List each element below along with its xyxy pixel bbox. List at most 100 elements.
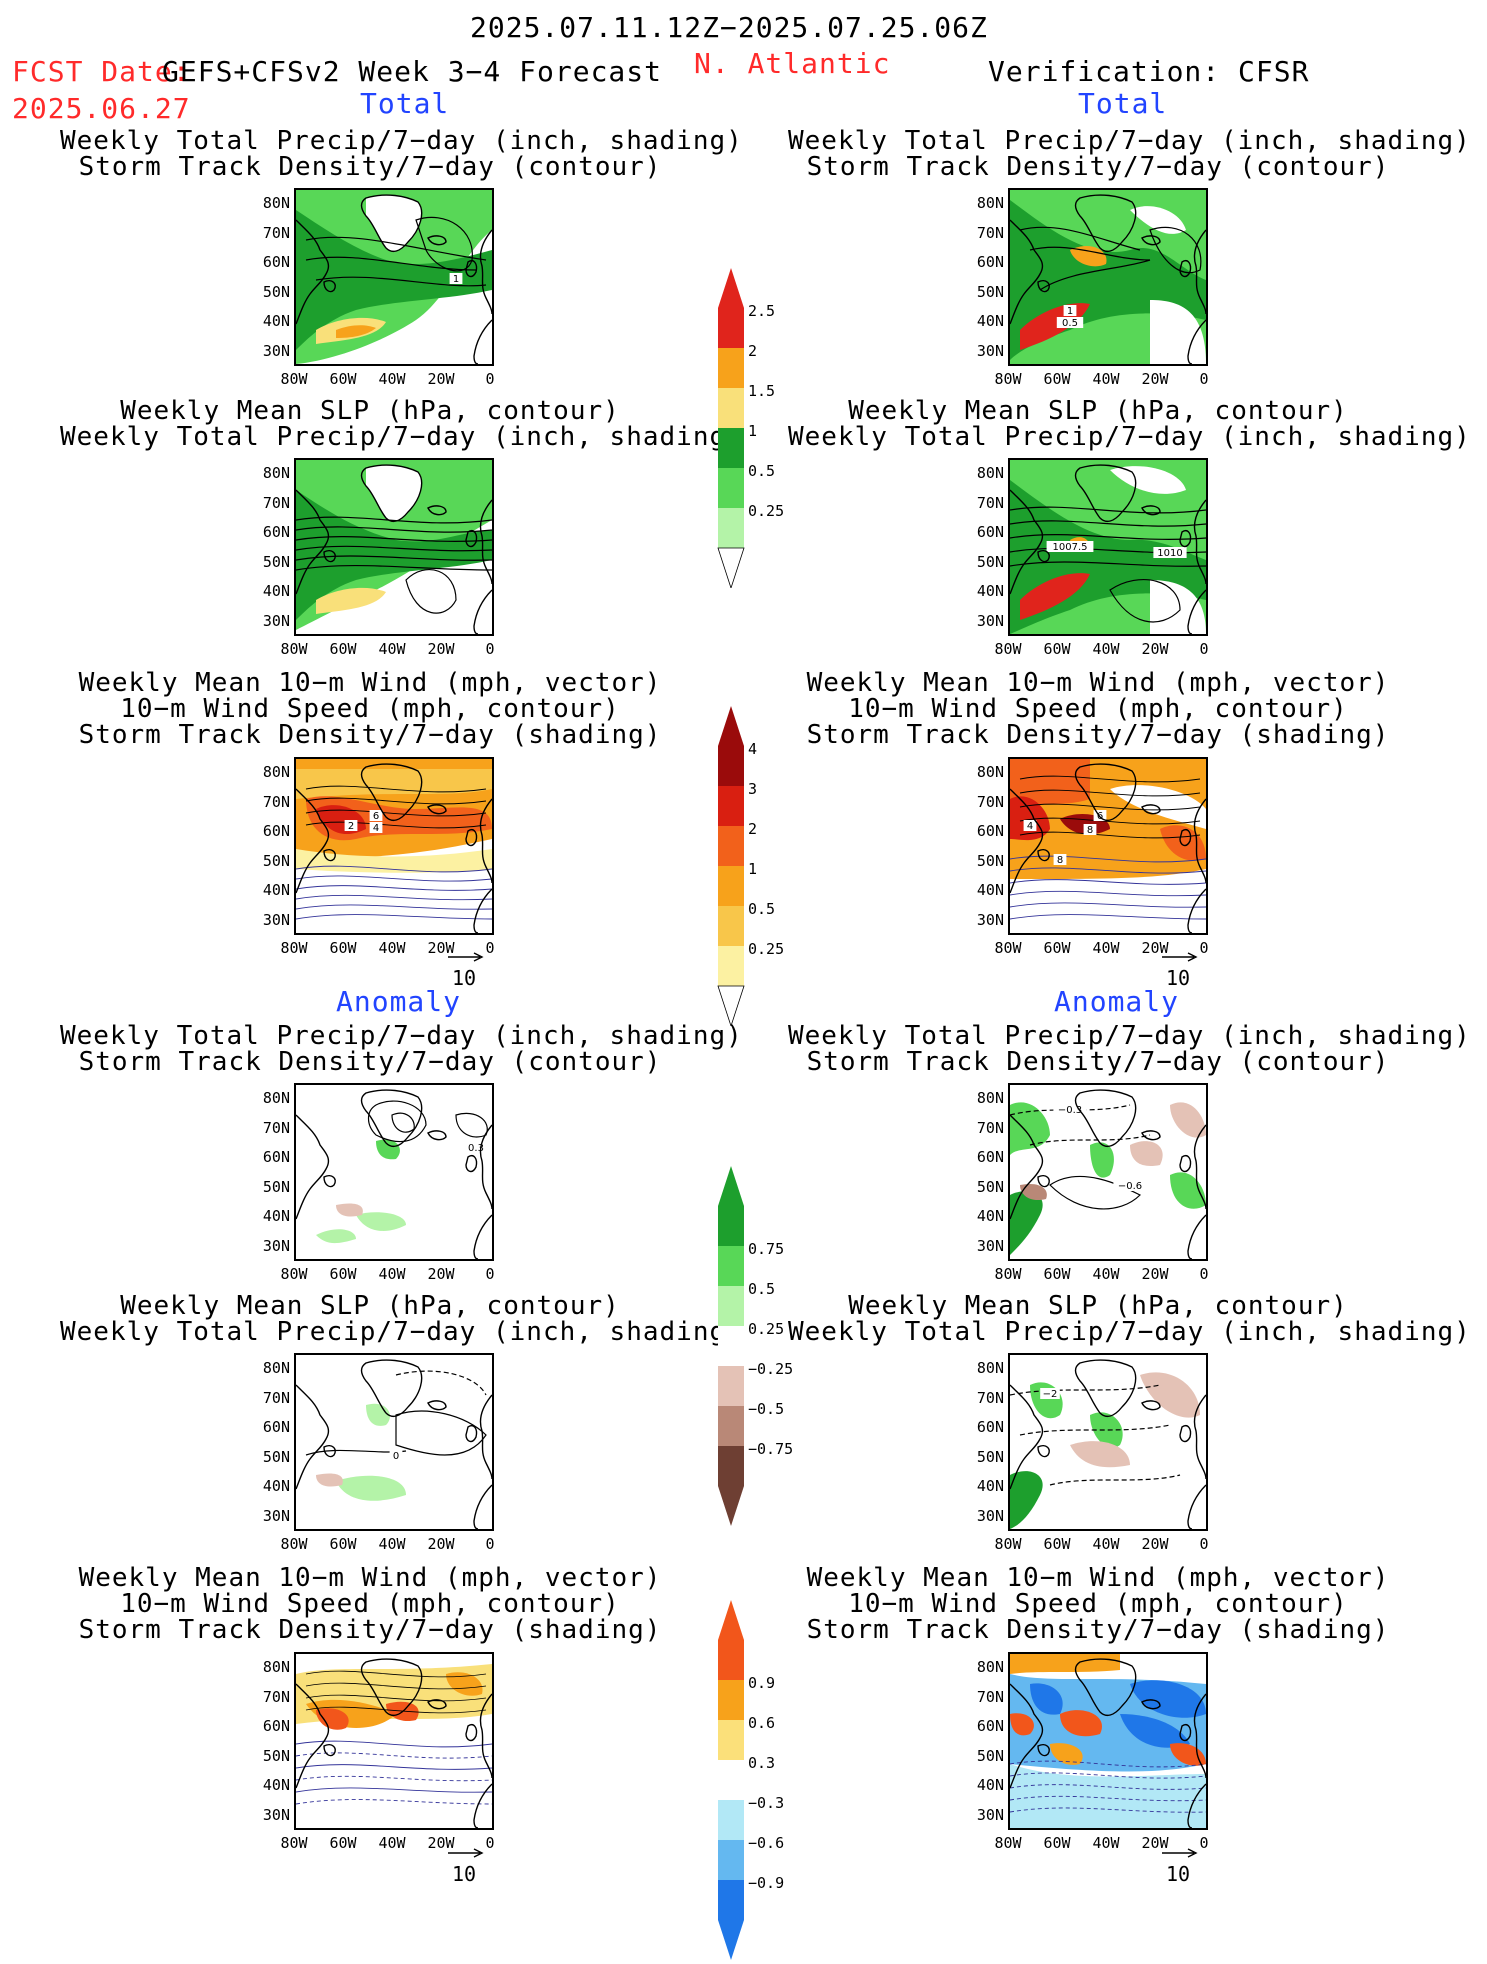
ver-slp-precip-total-lat-tick: 80N bbox=[976, 464, 1004, 482]
coastline bbox=[296, 1359, 492, 1529]
uk-outline bbox=[1179, 1425, 1192, 1443]
fc-slp-precip-anom-lon-tick: 60W bbox=[329, 1535, 357, 1553]
colorbar-precip-anom-segment bbox=[718, 1406, 744, 1446]
colorbar-storm-anom-label: 0.6 bbox=[748, 1714, 776, 1732]
iceland-outline bbox=[427, 1699, 447, 1710]
africa-coast bbox=[1187, 888, 1206, 933]
europe-coast bbox=[1193, 229, 1206, 315]
colorbar-precip-anom-segment bbox=[718, 1366, 744, 1406]
slp-anom-label-bg bbox=[389, 1450, 403, 1461]
fc-precip-storm-total-lon-tick: 0 bbox=[485, 370, 495, 388]
ver-slp-precip-total-title-line: Weekly Total Precip/7−day (inch, shading… bbox=[788, 422, 1471, 452]
europe-coast bbox=[1193, 499, 1206, 585]
ver-wind-storm-total-lon-tick: 60W bbox=[1043, 939, 1071, 957]
greenland-outline bbox=[1074, 194, 1137, 253]
slp-contour bbox=[1010, 561, 1206, 567]
fc-wind-storm-anom-lat-tick: 80N bbox=[262, 1658, 290, 1676]
ver-wind-storm-total-lon-tick: 40W bbox=[1092, 939, 1120, 957]
fc-precip-storm-total-lat-tick: 40N bbox=[262, 312, 290, 330]
fc-slp-precip-total-lon-tick: 80W bbox=[280, 640, 308, 658]
colorbar-storm-total-segment bbox=[718, 786, 744, 826]
ver-slp-precip-total-lat-tick: 60N bbox=[976, 523, 1004, 541]
fc-slp-precip-total bbox=[294, 458, 494, 636]
storm-label-b-bg bbox=[1056, 317, 1084, 328]
storm-contour-2 bbox=[1029, 246, 1151, 261]
ver-precip-storm-total-lat-tick: 50N bbox=[976, 282, 1004, 301]
wind-contour bbox=[296, 875, 492, 882]
fc-wind-storm-total-svg: 2 64 bbox=[296, 759, 492, 933]
fc-wind-storm-total-title-line: Weekly Mean 10−m Wind (mph, vector) bbox=[78, 668, 662, 698]
europe-coast bbox=[479, 1124, 492, 1210]
fc-precip-storm-anom-lat-tick: 70N bbox=[262, 1118, 290, 1137]
colorbar-storm-total-segment bbox=[718, 946, 744, 986]
fc-slp-precip-total-lon-tick: 0 bbox=[485, 640, 495, 658]
newfoundland-outline bbox=[323, 1744, 336, 1757]
fc-precip-storm-anom-lat-tick: 30N bbox=[262, 1236, 290, 1255]
colorbar-storm-anom-svg bbox=[718, 1600, 744, 1960]
newfoundland-outline bbox=[1037, 1744, 1050, 1757]
dry-patch bbox=[1110, 466, 1186, 494]
newfoundland-outline bbox=[323, 1175, 336, 1188]
newfoundland-outline bbox=[323, 1445, 336, 1458]
slp-label-a-bg bbox=[1046, 541, 1094, 552]
fc-wind-storm-anom-lon-tick: 20W bbox=[427, 1834, 455, 1852]
colorbar-precip-total-label: 0.25 bbox=[748, 502, 785, 520]
wind-label-a-bg bbox=[344, 820, 358, 831]
colorbar-precip-total-label: 1.5 bbox=[748, 382, 776, 400]
anom-pos bbox=[366, 1403, 390, 1426]
colorbar-storm-anom-segment bbox=[718, 1840, 744, 1880]
ver-slp-precip-total-lat-tick: 50N bbox=[976, 552, 1004, 571]
ver-precip-storm-total-lon-tick: 0 bbox=[1199, 370, 1209, 388]
storm-anom-darkblue-2 bbox=[1130, 1680, 1206, 1718]
fc-precip-storm-anom: 0.3 bbox=[294, 1083, 494, 1261]
colorbar-storm-anom-segment bbox=[718, 1680, 744, 1720]
slp-anom-label: 0 bbox=[393, 1451, 399, 1462]
ver-precip-storm-anom-lon-tick: 80W bbox=[994, 1265, 1022, 1283]
ver-slp-precip-anom-lat-tick: 80N bbox=[976, 1359, 1004, 1377]
europe-coast bbox=[479, 1394, 492, 1480]
colorbar-precip-anom-segment bbox=[718, 1286, 744, 1326]
slp-contour bbox=[296, 536, 492, 542]
fc-precip-storm-total-title-line: Weekly Total Precip/7−day (inch, shading… bbox=[60, 126, 743, 156]
uk-outline bbox=[1179, 260, 1192, 278]
fc-wind-storm-anom-title-line: Storm Track Density/7−day (shading) bbox=[78, 1615, 662, 1645]
fcst-date-value: 2025.06.27 bbox=[12, 92, 191, 125]
ver-wind-storm-total-lon-tick: 0 bbox=[1199, 939, 1209, 957]
precip-heavy bbox=[296, 490, 492, 620]
ver-precip-storm-total: 1 0.5 bbox=[1008, 188, 1208, 366]
newfoundland-outline bbox=[1037, 1175, 1050, 1188]
coastline bbox=[1010, 464, 1206, 634]
wind-contour bbox=[1010, 867, 1206, 874]
wind-anom-contour bbox=[296, 1787, 492, 1793]
uk-outline bbox=[465, 530, 478, 548]
colorbar-storm-total-label: 1 bbox=[748, 860, 758, 878]
fc-wind-storm-anom-lat-tick: 30N bbox=[262, 1805, 290, 1824]
greenland-outline bbox=[360, 1089, 423, 1148]
fc-slp-precip-total-title-line: Weekly Total Precip/7−day (inch, shading… bbox=[60, 422, 743, 452]
ver-slp-precip-total-lon-tick: 80W bbox=[994, 640, 1022, 658]
arrow-icon bbox=[448, 1848, 484, 1858]
storm-anom-contour-3 bbox=[455, 1112, 488, 1138]
fc-precip-storm-total-lat-tick: 80N bbox=[262, 194, 290, 212]
colorbar-precip-total-label: 2 bbox=[748, 342, 758, 360]
storm-anom-red bbox=[1060, 1710, 1102, 1737]
colorbar-precip-anom-label: 0.25 bbox=[748, 1320, 785, 1338]
north-america-coast bbox=[296, 1384, 330, 1490]
colorbar-precip-anom-label: −0.5 bbox=[748, 1400, 785, 1418]
colorbar-storm-anom bbox=[716, 1600, 746, 1964]
anom-neg-2 bbox=[1020, 1183, 1047, 1201]
africa-coast bbox=[473, 589, 492, 634]
coastline bbox=[1010, 1658, 1206, 1828]
ver-slp-precip-total-lon-tick: 0 bbox=[1199, 640, 1209, 658]
storm-anom-label-a-bg bbox=[1053, 1104, 1087, 1115]
fc-wind-storm-anom-title-line: 10−m Wind Speed (mph, contour) bbox=[120, 1589, 620, 1619]
colorbar-storm-anom-label: −0.6 bbox=[748, 1834, 785, 1852]
colorbar-storm-total-label: 3 bbox=[748, 780, 758, 798]
slp-contour bbox=[296, 545, 492, 552]
fc-precip-storm-total-lon-tick: 20W bbox=[427, 370, 455, 388]
wind-contour bbox=[296, 865, 492, 873]
colorbar-storm-total-bottom-cap bbox=[717, 985, 745, 1028]
wind-label-d: 8 bbox=[1057, 855, 1063, 866]
fc-precip-storm-anom-title-line: Storm Track Density/7−day (contour) bbox=[78, 1047, 662, 1077]
